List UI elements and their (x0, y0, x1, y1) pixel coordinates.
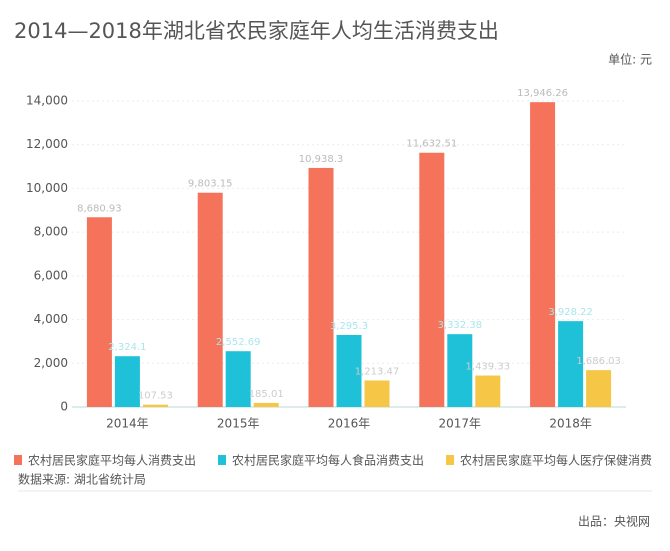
value-label: 1,686.03 (576, 356, 621, 367)
bar (530, 102, 556, 407)
bar (364, 380, 390, 407)
x-tick-label: 2018年 (549, 417, 592, 431)
value-label: 2,552.69 (216, 337, 261, 348)
bar (86, 217, 112, 407)
bar (419, 152, 445, 407)
legend-label: 农村居民家庭平均每人食品消费支出 (232, 453, 424, 468)
x-tick-label: 2014年 (106, 417, 149, 431)
value-label: 2,324.1 (108, 342, 146, 353)
bar (475, 375, 501, 407)
value-label: 13,946.26 (517, 88, 568, 99)
credit: 出品：央视网 (578, 514, 650, 529)
y-tick-label: 4,000 (34, 312, 68, 326)
value-label: 9,803.15 (188, 179, 233, 190)
bar (308, 167, 334, 407)
value-label: 1,213.47 (355, 366, 400, 377)
x-tick-label: 2017年 (439, 417, 482, 431)
y-tick-label: 0 (60, 400, 68, 414)
y-tick-label: 10,000 (26, 181, 68, 195)
value-label: 3,928.22 (548, 307, 593, 318)
legend-label: 农村居民家庭平均每人消费支出 (28, 453, 196, 468)
value-label: 107.53 (138, 391, 173, 402)
value-label: 1,439.33 (466, 362, 511, 373)
value-label: 11,632.51 (406, 139, 457, 150)
y-tick-label: 14,000 (26, 94, 68, 108)
value-label: 10,938.3 (299, 154, 344, 165)
bar (558, 321, 584, 407)
value-label: 3,332.38 (438, 320, 483, 331)
bar (114, 356, 140, 407)
legend-label: 农村居民家庭平均每人医疗保健消费 (460, 453, 652, 468)
value-label: 8,680.93 (77, 203, 122, 214)
bar (253, 402, 279, 407)
legend-swatch (14, 455, 22, 465)
bar (197, 192, 223, 407)
y-tick-label: 6,000 (34, 268, 68, 282)
source: 数据来源: 湖北省统计局 (18, 472, 146, 487)
x-tick-label: 2015年 (217, 417, 260, 431)
bar (447, 334, 473, 407)
y-tick-label: 12,000 (26, 137, 68, 151)
x-tick-label: 2016年 (328, 417, 371, 431)
value-label: 3,295.3 (330, 321, 368, 332)
y-tick-label: 8,000 (34, 225, 68, 239)
bar (142, 404, 168, 407)
chart-title: 2014—2018年湖北省农民家庭年人均生活消费支出 (14, 19, 499, 43)
y-tick-label: 2,000 (34, 356, 68, 370)
bar (336, 334, 362, 407)
legend-swatch (446, 455, 455, 465)
unit-label: 单位: 元 (608, 52, 652, 67)
bar (225, 351, 251, 407)
value-label: 185.01 (249, 389, 284, 400)
bar (586, 370, 612, 407)
legend-swatch (218, 455, 227, 465)
